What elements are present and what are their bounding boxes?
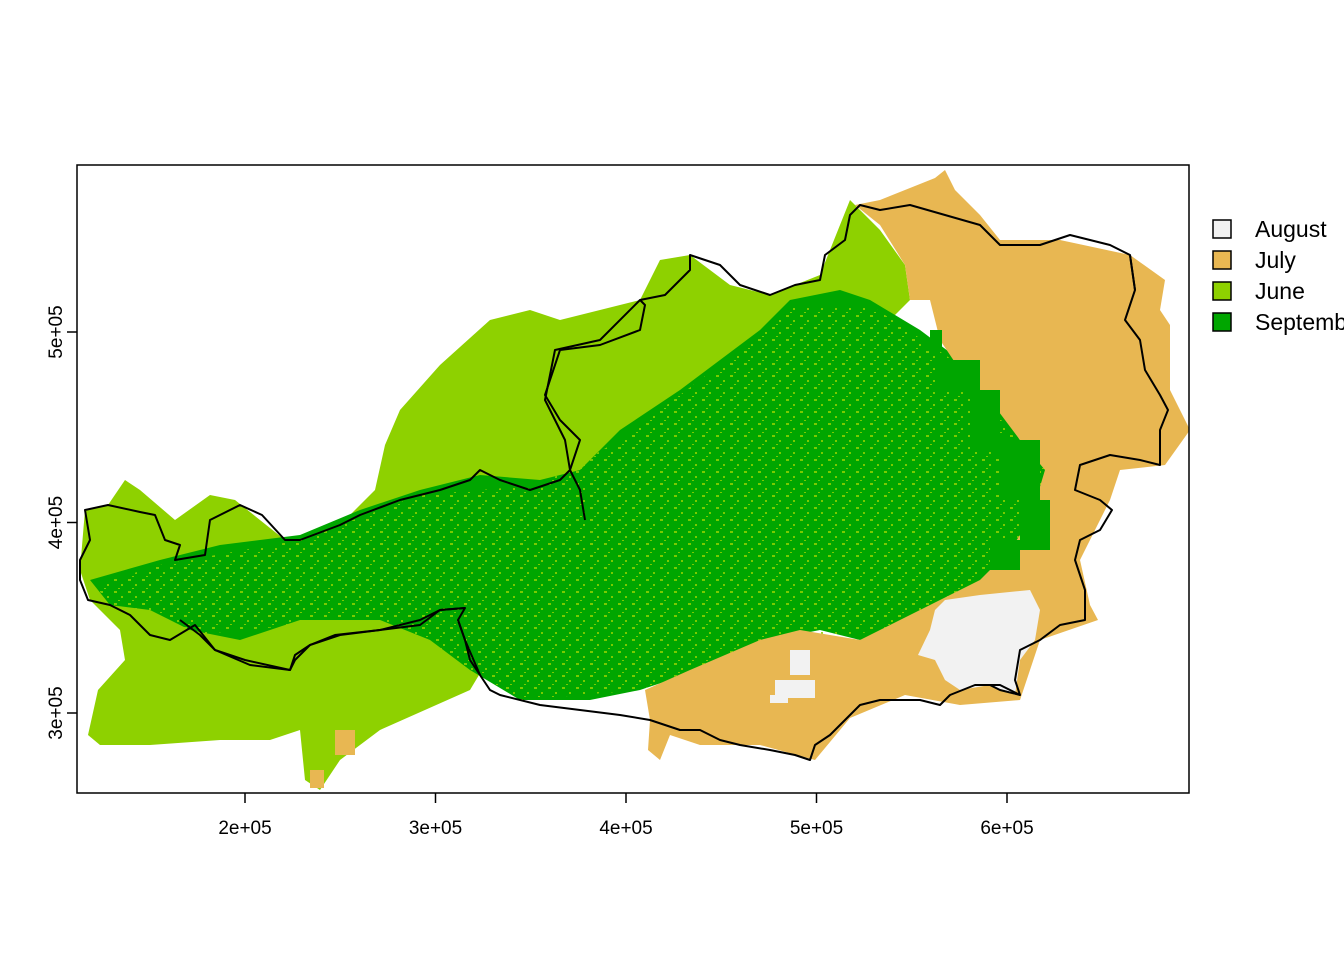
legend-label: June [1255, 278, 1305, 304]
state-border-upper-lower [544, 299, 646, 521]
state-border-lower-burgenland [1129, 254, 1136, 291]
x-tick-label: 6e+05 [980, 818, 1033, 839]
legend-label: July [1255, 247, 1296, 273]
x-tick-label: 3e+05 [409, 818, 462, 839]
plot-frame [76, 164, 1190, 794]
state-border-south [989, 684, 1021, 696]
legend-swatch [1212, 312, 1232, 332]
x-axis: 2e+05 3e+05 4e+05 5e+05 6e+05 [218, 793, 1034, 839]
boundary-lines [79, 204, 1169, 761]
legend-label: Septemb [1255, 309, 1344, 335]
y-tick-label: 3e+05 [46, 686, 67, 739]
y-axis: 3e+05 4e+05 5e+05 [46, 305, 77, 740]
legend: August July June Septemb [1212, 216, 1344, 335]
state-border-tyrol-salzburg [179, 607, 466, 671]
legend-swatch [1212, 250, 1232, 270]
x-tick-label: 2e+05 [218, 818, 271, 839]
state-border-salzburg-upper [457, 619, 481, 676]
x-tick-label: 5e+05 [790, 818, 843, 839]
raster-layer [80, 170, 1189, 790]
raster-july-region [645, 170, 1189, 760]
legend-label: August [1255, 216, 1327, 242]
y-tick-label: 4e+05 [46, 496, 67, 549]
legend-swatch [1212, 219, 1232, 239]
x-tick-label: 4e+05 [599, 818, 652, 839]
y-tick-label: 5e+05 [46, 305, 67, 358]
raster-august-region [918, 590, 1040, 695]
legend-swatch [1212, 281, 1232, 301]
